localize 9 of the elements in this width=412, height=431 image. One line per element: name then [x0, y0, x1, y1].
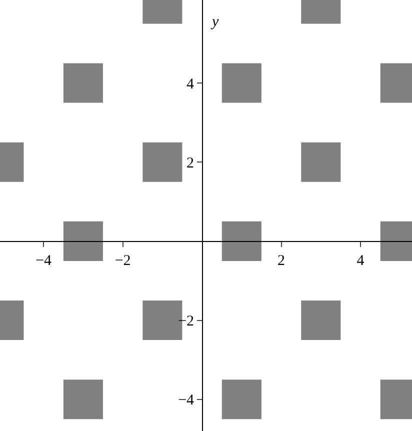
x-tick-label: −4	[36, 253, 52, 270]
x-tick-label: −2	[114, 253, 131, 270]
y-axis-title: y	[210, 14, 219, 30]
y-tick-label: −4	[178, 392, 195, 409]
y-tick-label: 2	[186, 155, 194, 172]
x-tick-label: 2	[278, 253, 286, 270]
x-tick-label: 4	[356, 253, 365, 270]
y-tick-label: 4	[186, 76, 195, 92]
y-tick-label: −2	[178, 314, 194, 330]
